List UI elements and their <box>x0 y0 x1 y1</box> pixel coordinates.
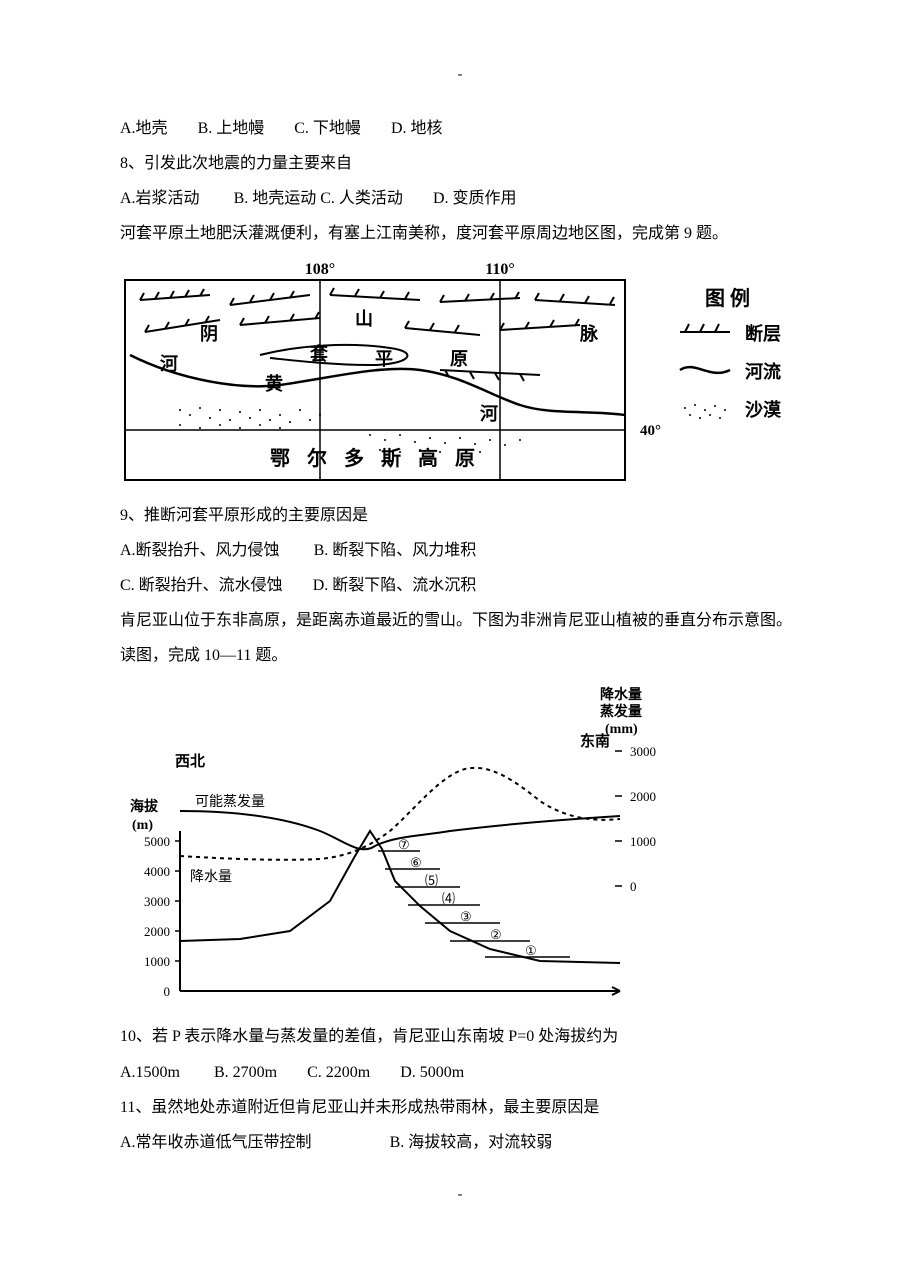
legend-fault: 断层 <box>745 323 781 344</box>
svg-text:降水量: 降水量 <box>600 686 642 703</box>
figure-kenya-mountain: 5000 4000 3000 2000 1000 0 3000 2000 100… <box>120 681 800 1011</box>
passage-q9: 河套平原土地肥沃灌溉便利，有塞上江南美称，度河套平原周边地区图，完成第 9 题。 <box>120 216 800 251</box>
lt-4000: 4000 <box>144 864 170 879</box>
q10-options: A.1500m B. 2700m C. 2200m D. 5000m <box>120 1055 800 1090</box>
rt-0: 0 <box>630 879 637 894</box>
lt-3000: 3000 <box>144 894 170 909</box>
q8-stem: 8、引发此次地震的力量主要来自 <box>120 146 800 181</box>
svg-text:(mm): (mm) <box>605 722 638 737</box>
q7-opt-c: C. 下地幔 <box>294 120 361 137</box>
q8-opt-d: D. 变质作用 <box>433 190 517 207</box>
q9-opt-a: A.断裂抬升、风力侵蚀 <box>120 542 280 559</box>
label-huang: 黄 <box>265 373 283 394</box>
q9-stem: 9、推断河套平原形成的主要原因是 <box>120 498 800 533</box>
exam-page: - A.地壳 B. 上地幔 C. 下地幔 D. 地核 8、引发此次地震的力量主要… <box>0 0 920 1251</box>
zone-5: ⑸ <box>425 873 438 888</box>
label-yin: 阴 <box>200 324 218 344</box>
figure-hetao-map: 108° 110° 40° <box>120 260 800 490</box>
label-evap: 可能蒸发量 <box>195 794 265 810</box>
lt-1000: 1000 <box>144 954 170 969</box>
legend-river: 河流 <box>745 361 781 382</box>
q8-opt-b: B. 地壳运动 <box>234 190 317 207</box>
zone-1: ① <box>525 943 537 958</box>
label-yuan: 原 <box>450 349 468 369</box>
q8-opt-c: C. 人类活动 <box>320 190 403 207</box>
label-tao: 套 <box>310 343 328 364</box>
passage-q10: 肯尼亚山位于东非高原，是距离赤道最近的雪山。下图为非洲肯尼亚山植被的垂直分布示意… <box>120 603 800 673</box>
bottom-marker: - <box>120 1180 800 1211</box>
q11-options: A.常年收赤道低气压带控制 B. 海拔较高，对流较弱 <box>120 1125 800 1160</box>
zone-3: ③ <box>460 909 472 924</box>
label-nw: 西北 <box>175 753 205 770</box>
q9-options-row2: C. 断裂抬升、流水侵蚀 D. 断裂下陷、流水沉积 <box>120 568 800 603</box>
q7-opt-a: A.地壳 <box>120 120 168 137</box>
rt-2000: 2000 <box>630 789 656 804</box>
q10-opt-b: B. 2700m <box>214 1064 277 1081</box>
zone-4: ⑷ <box>442 891 455 906</box>
q9-opt-d: D. 断裂下陷、流水沉积 <box>313 577 477 594</box>
q7-opt-d: D. 地核 <box>391 120 443 137</box>
label-mai: 脉 <box>579 323 599 344</box>
label-shan: 山 <box>355 309 373 329</box>
label-ordos: 鄂 尔 多 斯 高 原 <box>270 446 481 470</box>
zone-2: ② <box>490 927 502 942</box>
lon-110: 110° <box>485 261 515 278</box>
q11-opt-b: B. 海拔较高，对流较弱 <box>390 1134 553 1151</box>
label-he: 河 <box>160 354 178 374</box>
svg-text:海拔: 海拔 <box>130 798 159 815</box>
q10-opt-a: A.1500m <box>120 1064 180 1081</box>
label-precip: 降水量 <box>190 869 232 885</box>
top-marker: - <box>120 60 800 91</box>
rt-3000: 3000 <box>630 744 656 759</box>
q7-opt-b: B. 上地幔 <box>198 120 265 137</box>
legend-desert: 沙漠 <box>745 399 782 420</box>
q10-opt-d: D. 5000m <box>400 1064 464 1081</box>
q9-options-row1: A.断裂抬升、风力侵蚀 B. 断裂下陷、风力堆积 <box>120 533 800 568</box>
q8-opt-a: A.岩浆活动 <box>120 190 200 207</box>
q10-opt-c: C. 2200m <box>307 1064 370 1081</box>
q11-stem: 11、虽然地处赤道附近但肯尼亚山并未形成热带雨林，最主要原因是 <box>120 1090 800 1125</box>
q7-options: A.地壳 B. 上地幔 C. 下地幔 D. 地核 <box>120 111 800 146</box>
lt-0: 0 <box>164 984 171 999</box>
svg-text:蒸发量: 蒸发量 <box>600 703 642 720</box>
rt-1000: 1000 <box>630 834 656 849</box>
label-ping: 平 <box>375 349 393 369</box>
legend-title: 图 例 <box>705 286 750 310</box>
q10-stem: 10、若 P 表示降水量与蒸发量的差值，肯尼亚山东南坡 P=0 处海拔约为 <box>120 1019 800 1054</box>
label-he2: 河 <box>480 404 498 424</box>
lt-2000: 2000 <box>144 924 170 939</box>
lt-5000: 5000 <box>144 834 170 849</box>
lat-40: 40° <box>640 423 661 439</box>
zone-7: ⑦ <box>398 837 410 852</box>
q8-options: A.岩浆活动 B. 地壳运动 C. 人类活动 D. 变质作用 <box>120 181 800 216</box>
svg-text:(m): (m) <box>132 818 153 833</box>
zone-6: ⑥ <box>410 855 422 870</box>
q9-opt-c: C. 断裂抬升、流水侵蚀 <box>120 577 283 594</box>
q11-opt-a: A.常年收赤道低气压带控制 <box>120 1134 312 1151</box>
lon-108: 108° <box>305 261 335 278</box>
q9-opt-b: B. 断裂下陷、风力堆积 <box>314 542 477 559</box>
